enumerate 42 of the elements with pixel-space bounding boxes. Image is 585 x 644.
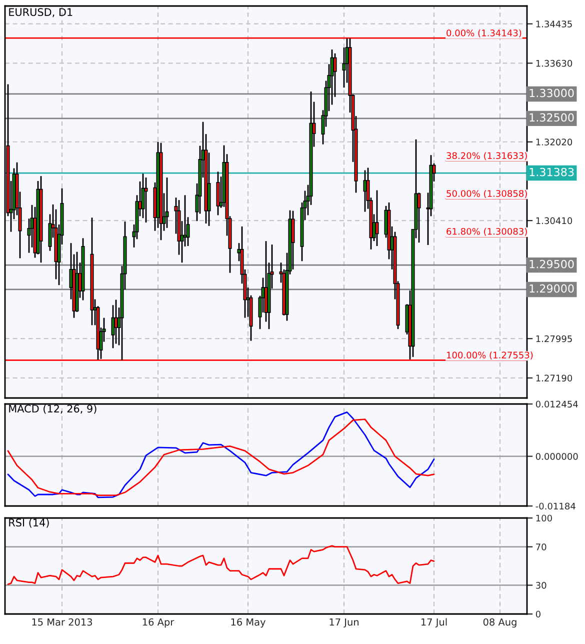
ref-line-label: 1.29000 xyxy=(530,284,574,293)
candlestick xyxy=(111,304,115,349)
y-tick-label: -0.01184 xyxy=(536,502,576,510)
line-series xyxy=(7,545,435,585)
x-tick-label: 08 Aug xyxy=(483,618,516,628)
annotation: 0.00% (1.34143) xyxy=(446,29,522,38)
ref-line-label: 1.33000 xyxy=(530,88,574,98)
ref-line-label: 1.31383 xyxy=(530,168,574,176)
x-tick-label: 15 Mar 2013 xyxy=(32,618,92,626)
x-tick-label: 17 Jul xyxy=(421,618,447,628)
x-tick-label: 16 Apr xyxy=(142,618,174,628)
ref-line-label: 1.32500 xyxy=(530,113,574,122)
y-tick-label: 1.32020 xyxy=(536,138,572,146)
y-tick-label: 0.000000 xyxy=(536,453,578,460)
annotation: 61.80% (1.30083) xyxy=(446,228,527,236)
chart-title: EURUSD, D1 xyxy=(9,8,72,18)
candlestick xyxy=(375,190,379,247)
y-tick-label: 1.30410 xyxy=(536,217,572,224)
y-tick-label: 1.34435 xyxy=(536,20,572,28)
candlestick xyxy=(333,52,337,98)
y-tick-label: 0.012454 xyxy=(536,400,578,408)
y-tick-label: 1.33630 xyxy=(536,60,572,67)
candlestick xyxy=(216,171,220,216)
y-tick-label: 100 xyxy=(536,514,552,522)
candlestick xyxy=(291,210,295,270)
candlestick xyxy=(144,176,148,224)
ref-line-label: 1.29500 xyxy=(530,260,574,268)
y-tick-label: 0 xyxy=(536,610,540,618)
annotation: 38.20% (1.31633) xyxy=(446,152,527,160)
chart-title: RSI (14) xyxy=(9,518,49,528)
x-tick-label: 17 Jun xyxy=(330,618,358,628)
annotation: 100.00% (1.27553) xyxy=(446,351,533,360)
y-tick-label: 30 xyxy=(536,582,546,589)
y-tick-label: 1.27190 xyxy=(536,374,572,382)
x-tick-label: 16 May xyxy=(231,618,266,628)
y-tick-label: 1.27995 xyxy=(536,335,572,342)
y-tick-label: 70 xyxy=(536,544,546,550)
candlestick xyxy=(141,172,145,219)
annotation: 50.00% (1.30858) xyxy=(446,190,527,198)
chart-title: MACD (12, 26, 9) xyxy=(9,404,96,414)
candlestick xyxy=(417,192,421,244)
candlestick xyxy=(165,176,169,229)
